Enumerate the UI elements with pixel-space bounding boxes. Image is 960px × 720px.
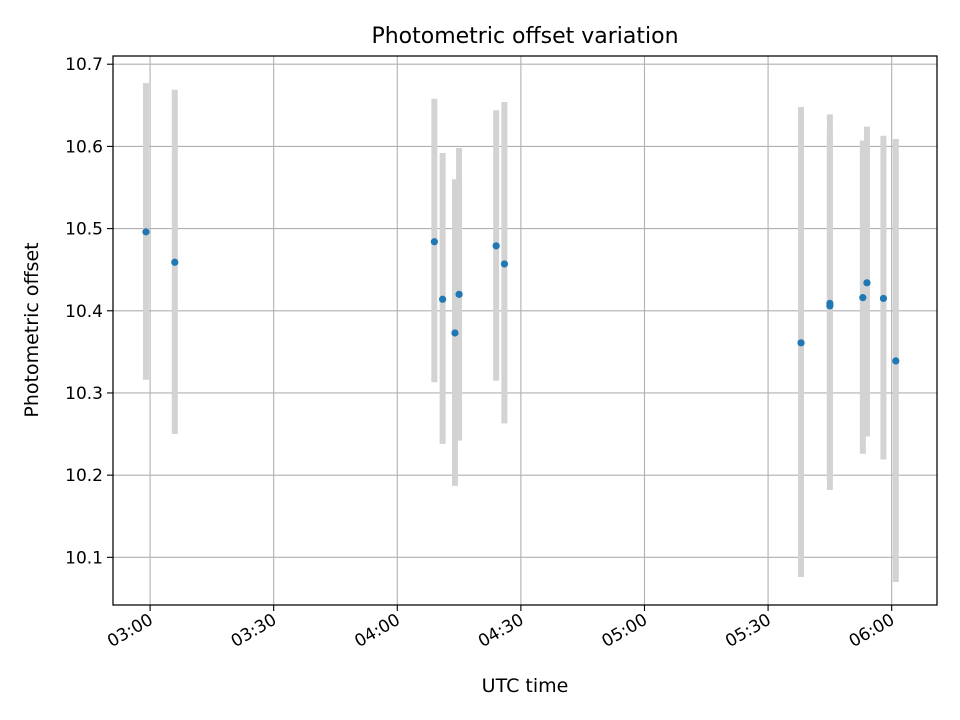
data-point <box>797 339 805 347</box>
data-point <box>142 228 150 236</box>
y-tick-label: 10.7 <box>65 55 103 75</box>
data-point <box>859 294 867 302</box>
data-point <box>892 357 900 365</box>
x-axis-label: UTC time <box>482 675 569 697</box>
y-tick-label: 10.5 <box>65 220 103 240</box>
data-point <box>430 238 438 246</box>
y-tick-label: 10.1 <box>65 548 103 568</box>
y-tick-label: 10.3 <box>65 384 103 404</box>
data-point <box>879 294 888 303</box>
data-point <box>863 279 871 287</box>
data-point <box>171 258 179 266</box>
axes-frame <box>112 55 938 606</box>
y-axis-label: Photometric offset <box>21 242 43 417</box>
data-point <box>455 290 463 298</box>
y-tick-label: 10.6 <box>65 137 103 157</box>
data-point <box>439 295 447 303</box>
chart-title: Photometric offset variation <box>371 24 678 49</box>
data-point <box>492 242 500 250</box>
data-point <box>500 260 508 268</box>
y-tick-label: 10.2 <box>65 466 103 486</box>
y-axis-ticks: 10.1 10.2 10.3 10.4 10.5 10.6 10.7 <box>65 55 113 568</box>
data-points <box>142 228 900 365</box>
plot-area <box>113 56 937 605</box>
data-point <box>826 299 834 307</box>
y-tick-label: 10.4 <box>65 302 103 322</box>
data-point <box>451 329 459 337</box>
